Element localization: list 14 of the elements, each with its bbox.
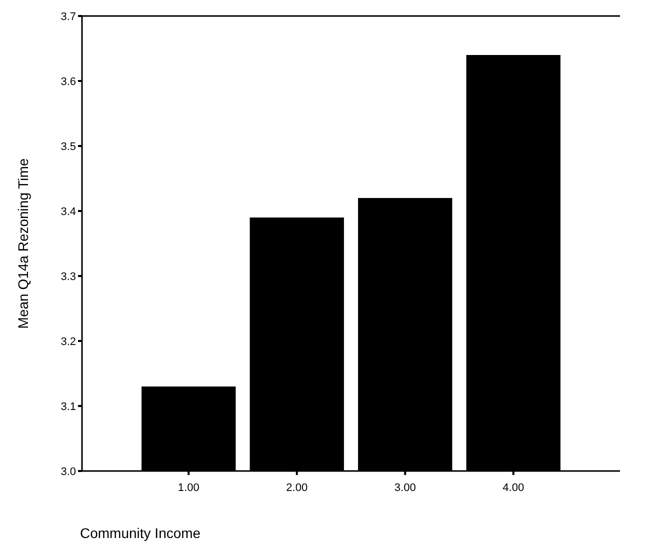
y-tick-label: 3.0 — [60, 466, 76, 478]
y-tick-label: 3.3 — [60, 270, 76, 283]
y-tick-label: 3.4 — [60, 206, 76, 218]
y-tick-label: 3.5 — [60, 140, 76, 153]
x-tick-label: 4.00 — [502, 482, 524, 494]
y-tick-label: 3.2 — [60, 336, 76, 348]
x-axis-title: Community Income — [80, 525, 201, 541]
x-tick-label: 3.00 — [394, 482, 416, 494]
y-axis-title: Mean Q14a Rezoning Time — [15, 158, 31, 329]
y-tick-label: 3.6 — [60, 76, 76, 88]
x-tick-label: 1.00 — [178, 482, 200, 494]
y-tick-label: 3.7 — [60, 10, 76, 23]
x-tick-label: 2.00 — [286, 482, 308, 494]
y-tick-label: 3.1 — [60, 400, 76, 413]
